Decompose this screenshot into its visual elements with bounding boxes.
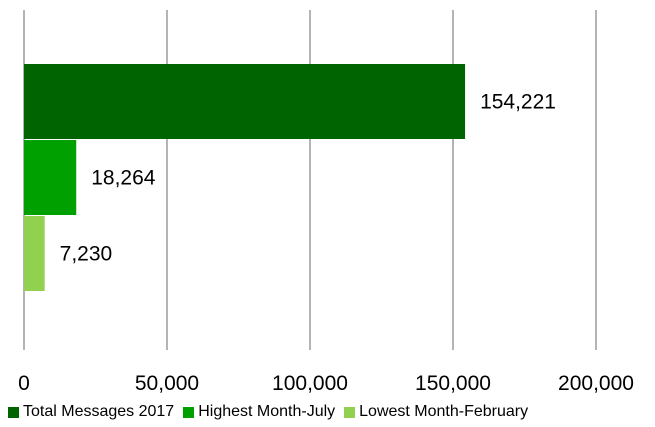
legend: Total Messages 2017 Highest Month-July Low… <box>8 400 537 424</box>
bar-1 <box>24 64 466 139</box>
legend-item: Lowest Month-February <box>344 403 528 421</box>
data-label: 18,264 <box>91 167 156 190</box>
legend-item: Total Messages 2017 <box>8 403 174 421</box>
legend-item: Highest Month-July <box>183 403 335 421</box>
data-label: 154,221 <box>480 91 556 114</box>
legend-label: Lowest Month-February <box>359 403 529 420</box>
legend-label: Total Messages 2017 <box>23 403 175 420</box>
x-tick-label: 100,000 <box>272 372 348 395</box>
legend-swatch <box>344 406 356 418</box>
bar-chart: 154,221 18,264 7,230 0 50,000 100,000 150,000… <box>18 10 634 395</box>
bar-3 <box>24 216 45 291</box>
legend-label: Highest Month-July <box>198 403 336 420</box>
data-label: 7,230 <box>60 243 113 266</box>
x-axis-ticks: 0 50,000 100,000 150,000 200,000 <box>18 372 634 395</box>
x-tick-label: 0 <box>18 372 30 395</box>
legend-swatch <box>183 406 195 418</box>
data-labels: 154,221 18,264 7,230 <box>60 91 556 266</box>
bar-2 <box>24 140 77 215</box>
bars <box>24 64 466 291</box>
x-tick-label: 50,000 <box>135 372 199 395</box>
x-tick-label: 150,000 <box>415 372 491 395</box>
x-tick-label: 200,000 <box>558 372 634 395</box>
legend-swatch <box>8 406 19 418</box>
